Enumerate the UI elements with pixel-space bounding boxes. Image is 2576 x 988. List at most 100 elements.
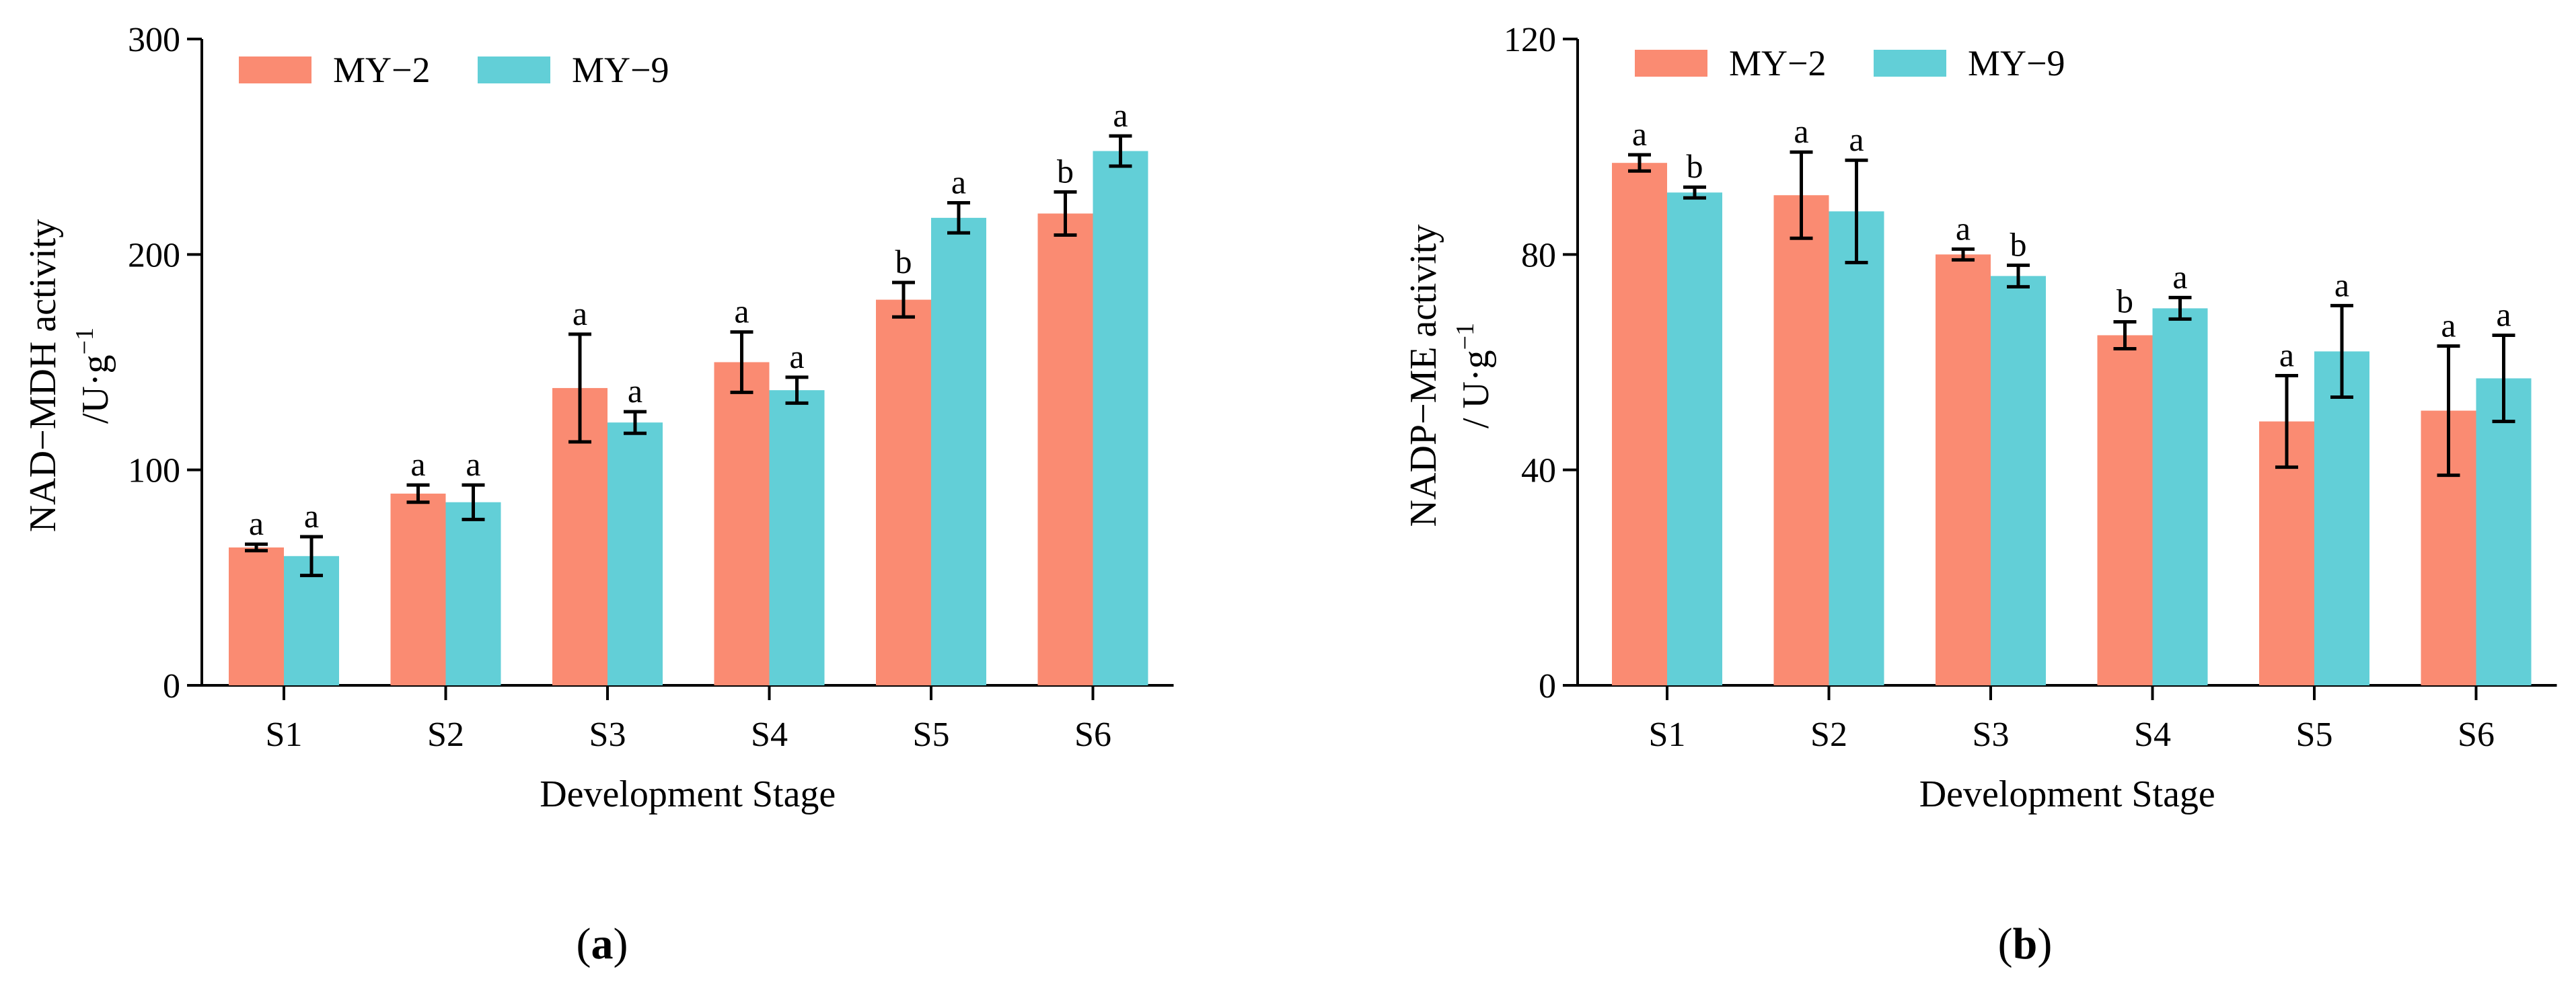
- bar-my9-s6: [1093, 151, 1148, 685]
- legend: MY−2 MY−9: [239, 50, 669, 90]
- legend-label: MY−9: [572, 50, 669, 90]
- bar-my2-s6: [1037, 213, 1093, 686]
- error-bar: [1952, 247, 1975, 262]
- bar-my9-s2: [1829, 211, 1884, 685]
- error-bar: [2113, 319, 2137, 350]
- error-bar: [624, 410, 647, 435]
- x-tick-label: S3: [1973, 716, 2010, 754]
- significance-label: a: [1113, 96, 1128, 134]
- bar-my9-s1: [284, 556, 339, 685]
- x-axis-title: Development Stage: [1919, 773, 2215, 815]
- y-tick-label: 0: [163, 667, 180, 706]
- significance-label: a: [2496, 295, 2511, 333]
- x-tick-label: S4: [751, 716, 788, 754]
- error-bar: [1109, 134, 1132, 168]
- panel-label: (b): [1998, 919, 2053, 968]
- bar-my9-s1: [1667, 192, 1722, 685]
- bar-my9-s4: [2152, 308, 2208, 686]
- significance-label: a: [2279, 336, 2294, 374]
- legend-swatch: [478, 56, 550, 83]
- bar-my2-s1: [1612, 163, 1667, 686]
- bar-my2-s2: [390, 493, 446, 685]
- error-bar: [300, 535, 323, 578]
- legend-swatch: [1635, 50, 1707, 77]
- y-tick-label: 300: [128, 21, 180, 59]
- significance-label: b: [2117, 282, 2133, 319]
- significance-label: a: [2441, 306, 2456, 344]
- bar-my9-s4: [769, 390, 825, 685]
- bar-my9-s5: [931, 217, 986, 685]
- y-axis-unit: / U·g−1: [1451, 323, 1497, 428]
- y-tick-label: 120: [1504, 21, 1556, 59]
- y-tick-label: 200: [128, 236, 180, 274]
- error-bar: [245, 542, 268, 553]
- bar-my9-s3: [1991, 276, 2046, 685]
- significance-label: b: [1057, 152, 1074, 190]
- significance-label: a: [410, 445, 425, 483]
- significance-label: a: [951, 163, 966, 200]
- significance-label: a: [1794, 112, 1808, 150]
- error-bar: [785, 375, 809, 405]
- x-tick-label: S4: [2134, 716, 2171, 754]
- legend-swatch: [239, 56, 311, 83]
- significance-label: a: [249, 504, 264, 542]
- error-bar: [947, 200, 970, 235]
- bar-my9-s3: [608, 422, 663, 685]
- x-tick-label: S5: [913, 716, 950, 754]
- bar-my9-s5: [2314, 351, 2369, 685]
- error-bar: [1628, 153, 1651, 173]
- error-bar: [2275, 374, 2298, 469]
- x-tick-label: S1: [266, 716, 303, 754]
- x-axis-title: Development Stage: [540, 773, 836, 815]
- bar-my2-s4: [714, 362, 770, 685]
- legend-label: MY−2: [1729, 43, 1826, 83]
- y-tick-label: 0: [1539, 667, 1556, 706]
- error-bar: [1790, 150, 1813, 240]
- significance-label: a: [734, 293, 749, 330]
- x-tick-label: S1: [1649, 716, 1686, 754]
- bar-my9-s2: [445, 502, 501, 685]
- significance-label: b: [895, 243, 912, 280]
- legend-label: MY−9: [1968, 43, 2065, 83]
- panel-label: (a): [577, 919, 628, 968]
- y-tick-label: 40: [1521, 452, 1556, 490]
- y-axis-title: NAD−MDH activity: [22, 219, 64, 533]
- bar-my2-s5: [876, 299, 931, 685]
- legend: MY−2 MY−9: [1635, 43, 2065, 83]
- error-bar: [2007, 263, 2030, 289]
- error-bar: [568, 332, 591, 444]
- bar-my2-s3: [1936, 254, 1991, 685]
- x-tick-label: S3: [589, 716, 626, 754]
- x-tick-label: S6: [2458, 716, 2495, 754]
- significance-label: a: [1632, 115, 1647, 153]
- bar-my9-s6: [2476, 378, 2532, 685]
- significance-label: a: [1849, 120, 1864, 158]
- significance-label: a: [789, 338, 804, 375]
- significance-label: a: [2334, 266, 2349, 303]
- error-bar: [2168, 295, 2192, 321]
- error-bar: [2437, 344, 2460, 478]
- y-axis-title: NADP−ME activity: [1403, 225, 1444, 527]
- y-tick-label: 100: [128, 452, 180, 490]
- x-tick-label: S2: [427, 716, 464, 754]
- bar-my2-s4: [2097, 335, 2153, 685]
- y-axis-unit: /U·g−1: [71, 328, 116, 424]
- significance-label: a: [304, 497, 319, 535]
- significance-label: b: [2010, 225, 2027, 263]
- significance-label: a: [466, 445, 480, 483]
- chart-panel-a: 0 100 200 300 S1 S2 S3 S4 S5 S6 a a a a b b a a a a a a NAD−MD…: [22, 21, 1174, 968]
- error-bar: [406, 483, 430, 504]
- x-tick-label: S5: [2296, 716, 2333, 754]
- error-bar: [462, 483, 485, 521]
- bar-my2-s1: [229, 547, 284, 685]
- error-bar: [730, 330, 753, 394]
- error-bar: [1683, 185, 1706, 200]
- x-tick-label: S6: [1074, 716, 1111, 754]
- significance-label: a: [1956, 209, 1971, 247]
- error-bar: [1054, 190, 1077, 237]
- significance-label: b: [1687, 147, 1703, 185]
- significance-label: a: [2172, 258, 2187, 295]
- legend-swatch: [1874, 50, 1946, 77]
- legend-label: MY−2: [333, 50, 430, 90]
